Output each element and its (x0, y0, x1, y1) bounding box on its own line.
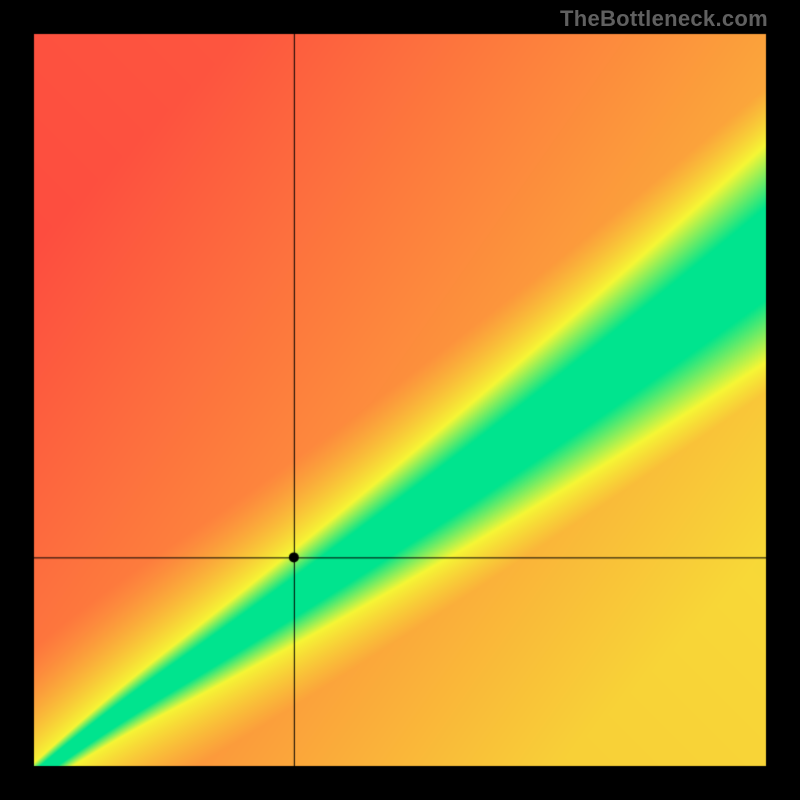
watermark-text: TheBottleneck.com (560, 6, 768, 32)
chart-container: TheBottleneck.com (0, 0, 800, 800)
bottleneck-heatmap (0, 0, 800, 800)
